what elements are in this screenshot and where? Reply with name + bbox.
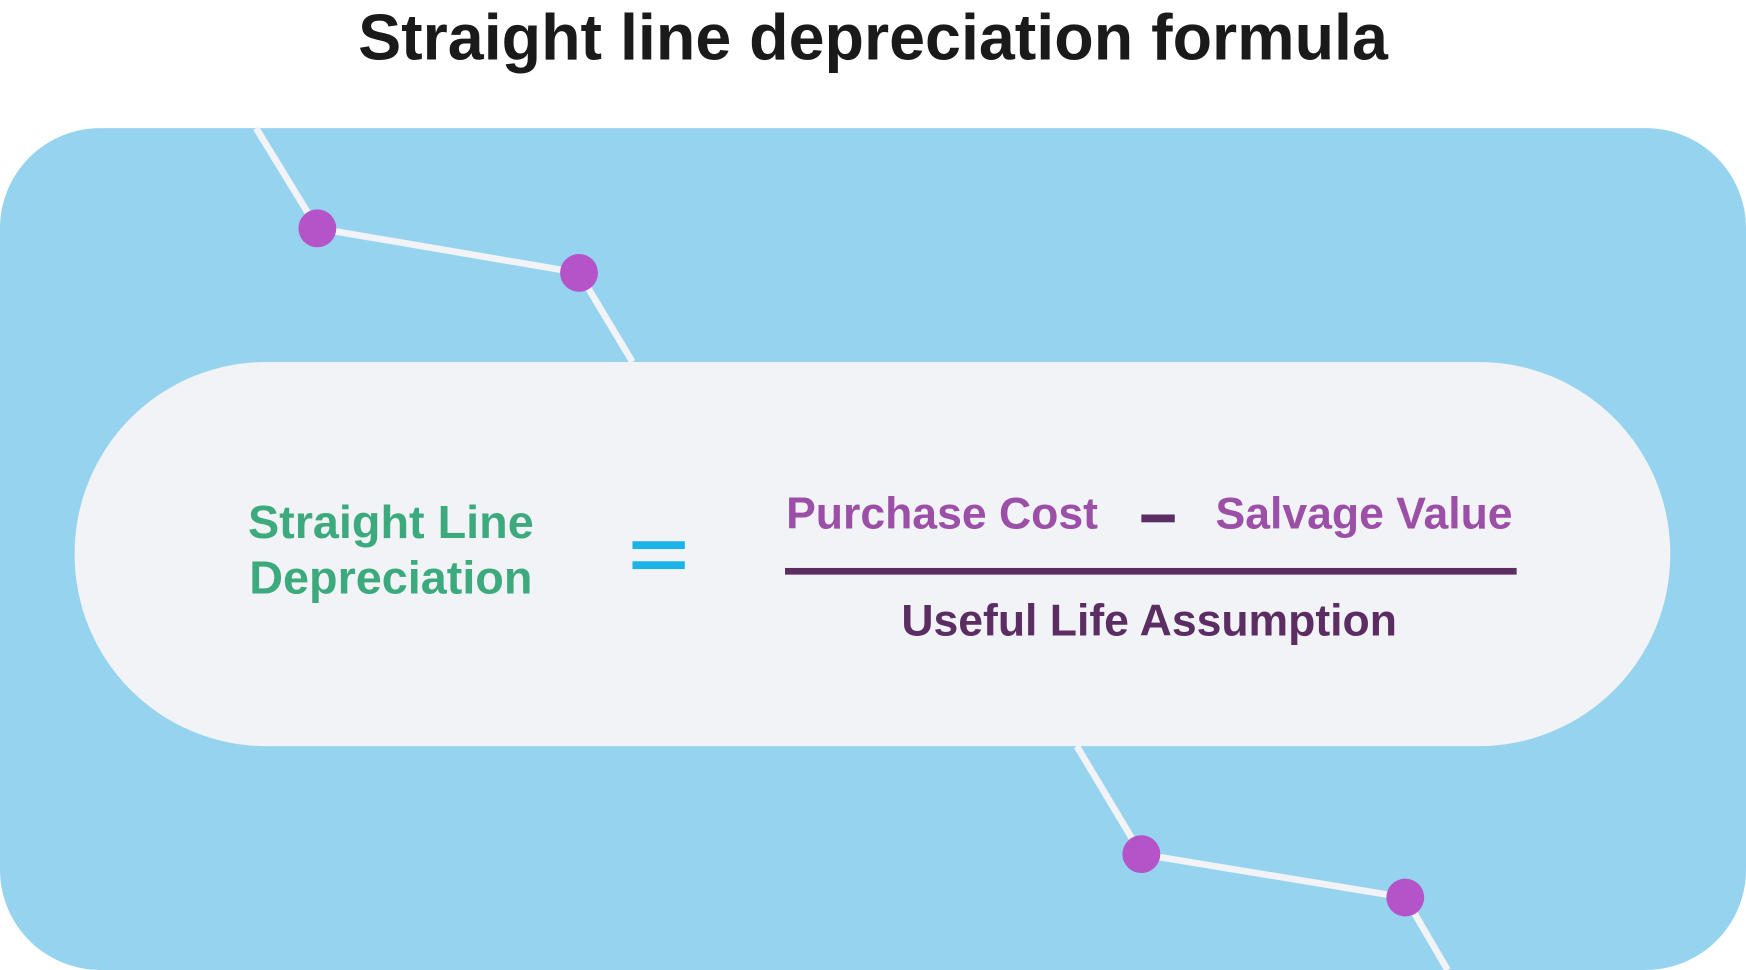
numerator-term: Purchase Cost xyxy=(786,490,1098,539)
equals-sign xyxy=(632,541,685,550)
result-label: Straight Line xyxy=(248,496,534,548)
formula-pill xyxy=(74,361,1671,747)
numerator-term: Salvage Value xyxy=(1216,490,1513,539)
trend-line xyxy=(1073,744,1451,970)
equals-sign xyxy=(632,561,685,570)
title: Straight line depreciation formula xyxy=(358,1,1389,73)
trend-dot xyxy=(1386,878,1425,917)
denominator: Useful Life Assumption xyxy=(901,596,1397,645)
trend-line xyxy=(253,126,636,364)
trend-dot xyxy=(298,209,337,248)
fraction-bar xyxy=(785,567,1517,575)
trend-dot xyxy=(560,253,598,292)
result-label: Depreciation xyxy=(249,552,532,604)
trend-dot xyxy=(1122,835,1161,874)
minus-sign xyxy=(1141,514,1175,523)
